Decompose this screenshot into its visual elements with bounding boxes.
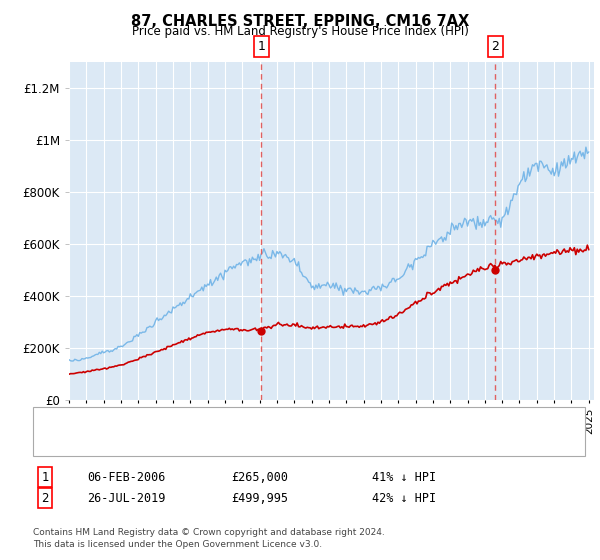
Text: 41% ↓ HPI: 41% ↓ HPI bbox=[372, 470, 436, 484]
Text: 42% ↓ HPI: 42% ↓ HPI bbox=[372, 492, 436, 505]
Text: 1: 1 bbox=[257, 40, 265, 53]
Text: 1: 1 bbox=[41, 470, 49, 484]
Text: 26-JUL-2019: 26-JUL-2019 bbox=[87, 492, 166, 505]
Text: Price paid vs. HM Land Registry's House Price Index (HPI): Price paid vs. HM Land Registry's House … bbox=[131, 25, 469, 38]
Text: £499,995: £499,995 bbox=[231, 492, 288, 505]
Text: 06-FEB-2006: 06-FEB-2006 bbox=[87, 470, 166, 484]
Text: Contains HM Land Registry data © Crown copyright and database right 2024.
This d: Contains HM Land Registry data © Crown c… bbox=[33, 528, 385, 549]
Text: HPI: Average price, detached house, Epping Forest: HPI: Average price, detached house, Eppi… bbox=[93, 440, 376, 450]
Text: 87, CHARLES STREET, EPPING, CM16 7AX: 87, CHARLES STREET, EPPING, CM16 7AX bbox=[131, 14, 469, 29]
Text: 87, CHARLES STREET, EPPING, CM16 7AX (detached house): 87, CHARLES STREET, EPPING, CM16 7AX (de… bbox=[93, 415, 426, 425]
Text: 2: 2 bbox=[41, 492, 49, 505]
Text: 2: 2 bbox=[491, 40, 499, 53]
Text: £265,000: £265,000 bbox=[231, 470, 288, 484]
